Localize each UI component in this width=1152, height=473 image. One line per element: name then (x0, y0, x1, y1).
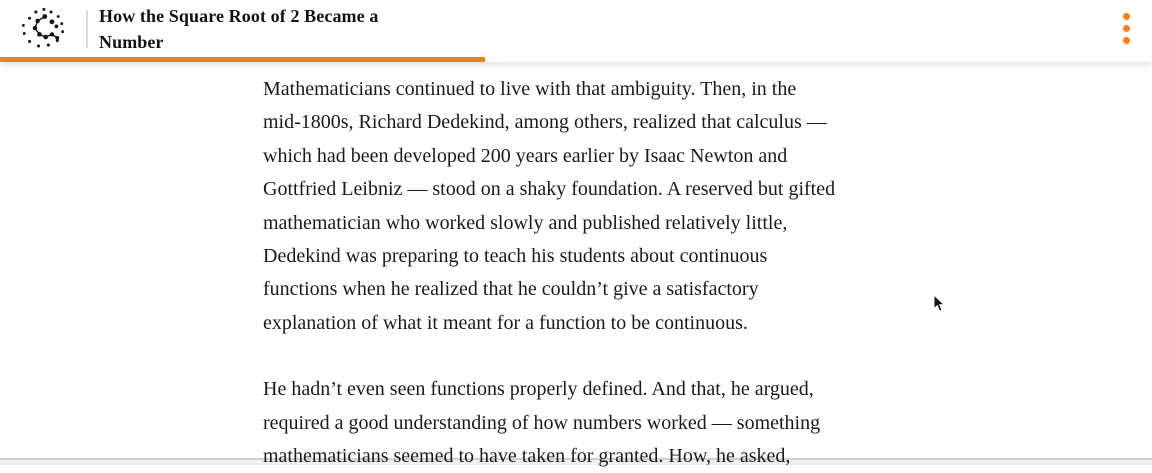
paragraph-line: Dedekind was preparing to teach his stud… (263, 245, 768, 268)
paragraph-line: mathematicians seemed to have taken for … (263, 445, 791, 468)
kebab-menu-button[interactable] (1119, 9, 1134, 48)
arrow-pointer-icon (933, 294, 946, 312)
paragraph-line: functions when he realized that he could… (263, 278, 759, 301)
read-progress-bar (0, 57, 1152, 62)
kebab-menu-icon (1123, 13, 1130, 20)
paragraph-line: which had been developed 200 years earli… (263, 144, 788, 167)
read-progress-fill (0, 57, 485, 62)
quanta-logo[interactable] (18, 2, 68, 56)
paragraph-1: Mathematicians continued to live with th… (263, 73, 908, 340)
paragraph-line: He hadn’t even seen functions properly d… (263, 378, 814, 401)
next-section-top-edge (0, 458, 1152, 465)
paragraph-line: Gottfried Leibniz — stood on a shaky fou… (263, 178, 836, 201)
kebab-menu-icon (1123, 25, 1130, 32)
quanta-logo-icon (21, 7, 65, 47)
article-header: How the Square Root of 2 Became a Number (0, 0, 1152, 62)
paragraph-2: He hadn’t even seen functions properly d… (263, 373, 908, 473)
header-divider (86, 9, 88, 48)
paragraph-line: mathematician who worked slowly and publ… (263, 211, 788, 234)
article-title: How the Square Root of 2 Became a Number (99, 5, 379, 52)
paragraph-line: Mathematicians continued to live with th… (263, 78, 797, 100)
paragraph-line: explanation of what it meant for a funct… (263, 311, 748, 334)
article-body: Mathematicians continued to live with th… (0, 62, 1152, 473)
kebab-menu-icon (1123, 37, 1130, 44)
mouse-cursor (933, 294, 946, 312)
paragraph-line: required a good understanding of how num… (263, 411, 821, 434)
paragraph-line: mid-1800s, Richard Dedekind, among other… (263, 111, 827, 134)
